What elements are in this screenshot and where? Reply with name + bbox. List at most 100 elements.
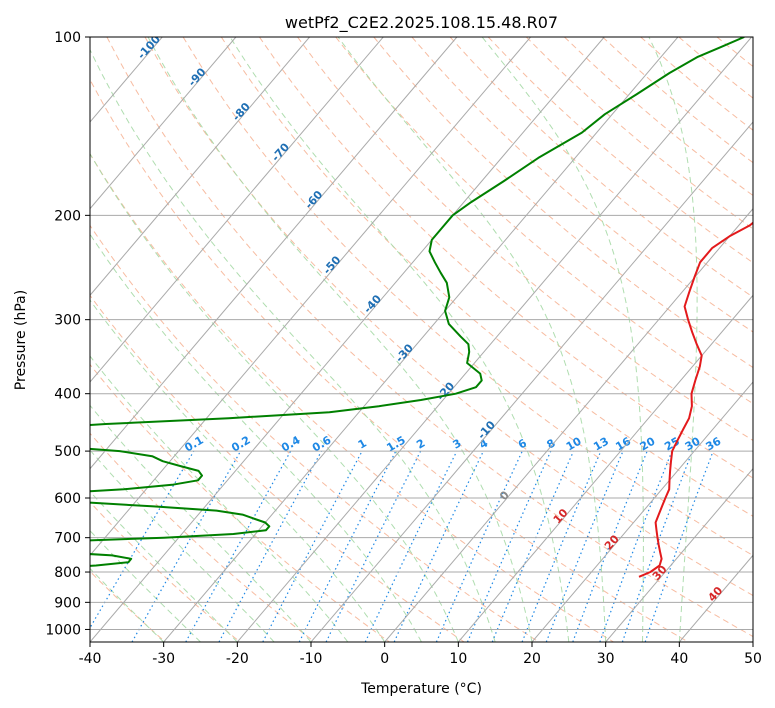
y-tick-label: 600: [54, 491, 81, 507]
isotherm-label: -90: [186, 65, 209, 89]
x-axis-label: Temperature (°C): [360, 681, 482, 697]
dewpoint-profile-line: [90, 37, 745, 567]
moist-adiabat: [90, 152, 459, 642]
dry-adiabat: [525, 37, 753, 230]
moist-adiabat: [90, 48, 496, 642]
isotherm-line: [531, 381, 753, 642]
moist-adiabat: [229, 37, 570, 642]
dry-adiabat: [90, 224, 540, 642]
dry-adiabat: [678, 37, 753, 99]
y-tick-label: 200: [54, 208, 81, 224]
y-tick-label: 100: [54, 30, 81, 46]
isotherm-line: [90, 37, 531, 557]
isotherm-line: [384, 207, 753, 642]
moist-adiabat: [147, 37, 533, 642]
x-tick-label: 30: [597, 651, 615, 667]
dry-adiabat: [564, 37, 753, 197]
isotherm-line: [752, 641, 753, 642]
isotherm-label: 20: [602, 532, 622, 552]
chart-title: wetPf2_C2E2.2025.108.15.48.R07: [285, 13, 558, 33]
isotherm-label: -40: [361, 292, 384, 316]
mixing-ratio-line: [491, 450, 575, 642]
moist-adiabat: [481, 37, 644, 642]
mixing-ratio-line: [185, 450, 292, 642]
moist-adiabat: [90, 233, 422, 642]
mixing-ratio-line: [644, 450, 714, 642]
isotherm-label: 10: [551, 506, 571, 526]
moist-adiabat: [90, 567, 165, 642]
mixing-ratio-label: 8: [544, 437, 557, 452]
isotherm-line: [90, 37, 237, 210]
dry-adiabat: [449, 37, 753, 298]
x-tick-label: 20: [523, 651, 541, 667]
y-tick-label: 300: [54, 313, 81, 329]
mixing-ratio-line: [218, 450, 323, 642]
x-tick-label: 10: [449, 651, 467, 667]
x-tick-label: -30: [152, 651, 175, 667]
moist-adiabat: [90, 355, 349, 642]
isotherm-line: [90, 37, 310, 297]
isotherm-label: -70: [269, 140, 292, 164]
x-tick-label: -20: [226, 651, 249, 667]
moist-adiabat: [90, 299, 386, 642]
x-tick-label: 0: [380, 651, 389, 667]
dry-adiabat: [220, 37, 753, 517]
dry-adiabat: [144, 37, 753, 597]
mixing-ratio-line: [262, 450, 363, 642]
y-axis: 100 200 300 400 500 600 700 800 900 1000: [45, 30, 90, 638]
dry-adiabat: [755, 37, 775, 642]
moist-adiabat: [337, 37, 607, 642]
dry-adiabat: [411, 37, 753, 333]
mixing-ratio-line: [545, 450, 624, 642]
moist-adiabat: [90, 404, 312, 642]
isotherm-line: [310, 121, 753, 642]
y-tick-label: 500: [54, 444, 81, 460]
dry-adiabat: [90, 152, 614, 642]
mixing-ratio-line: [393, 450, 484, 642]
isotherm-label: -50: [321, 253, 344, 277]
isotherm-line: [90, 37, 605, 642]
x-tick-label: -40: [79, 651, 102, 667]
moist-adiabat: [90, 529, 201, 642]
isotherm-line: [457, 294, 753, 642]
temperature-profile-line: [638, 221, 753, 578]
isotherm-line: [236, 37, 752, 642]
mixing-ratio-label: 1: [356, 437, 369, 452]
mixing-ratio-line: [90, 450, 195, 630]
mixing-ratio-label: 3: [450, 437, 463, 452]
mixing-ratio-line: [364, 450, 458, 642]
mixing-ratio-line: [621, 450, 693, 642]
series-layer: [90, 37, 753, 578]
isotherm-line: [90, 37, 458, 470]
moist-adiabat: [90, 490, 238, 642]
dry-adiabat: [90, 363, 390, 642]
dry-adiabat: [182, 37, 753, 557]
x-tick-label: 40: [670, 651, 688, 667]
isotherm-label: -10: [475, 418, 498, 442]
y-tick-label: 700: [54, 531, 81, 547]
mixing-ratio-line: [466, 450, 552, 642]
x-axis: -40 -30 -20 -10 0 10 20 30 40 50: [79, 642, 762, 667]
isotherm-line: [605, 467, 753, 642]
dry-adiabat: [90, 294, 465, 642]
y-tick-label: 800: [54, 565, 81, 581]
isotherm-label: -20: [434, 379, 457, 403]
x-tick-label: 50: [744, 651, 762, 667]
mixing-ratio-line: [131, 450, 242, 642]
y-tick-label: 900: [54, 595, 81, 611]
y-tick-label: 1000: [45, 622, 81, 638]
dry-adiabat: [90, 432, 316, 642]
isotherm-line: [163, 37, 679, 642]
dry-adiabat: [90, 501, 241, 642]
isotherm-line: [90, 37, 384, 383]
mixing-ratio-line: [325, 450, 422, 642]
x-tick-label: -10: [300, 651, 323, 667]
moist-adiabat: [648, 37, 698, 642]
mixing-ratio-line: [572, 450, 648, 642]
isotherm-label: -80: [230, 100, 253, 124]
dry-adiabat: [297, 37, 753, 442]
dry-adiabat: [487, 37, 753, 264]
mixing-ratio-label: 2: [414, 437, 427, 452]
isotherm-label: -60: [302, 188, 325, 212]
